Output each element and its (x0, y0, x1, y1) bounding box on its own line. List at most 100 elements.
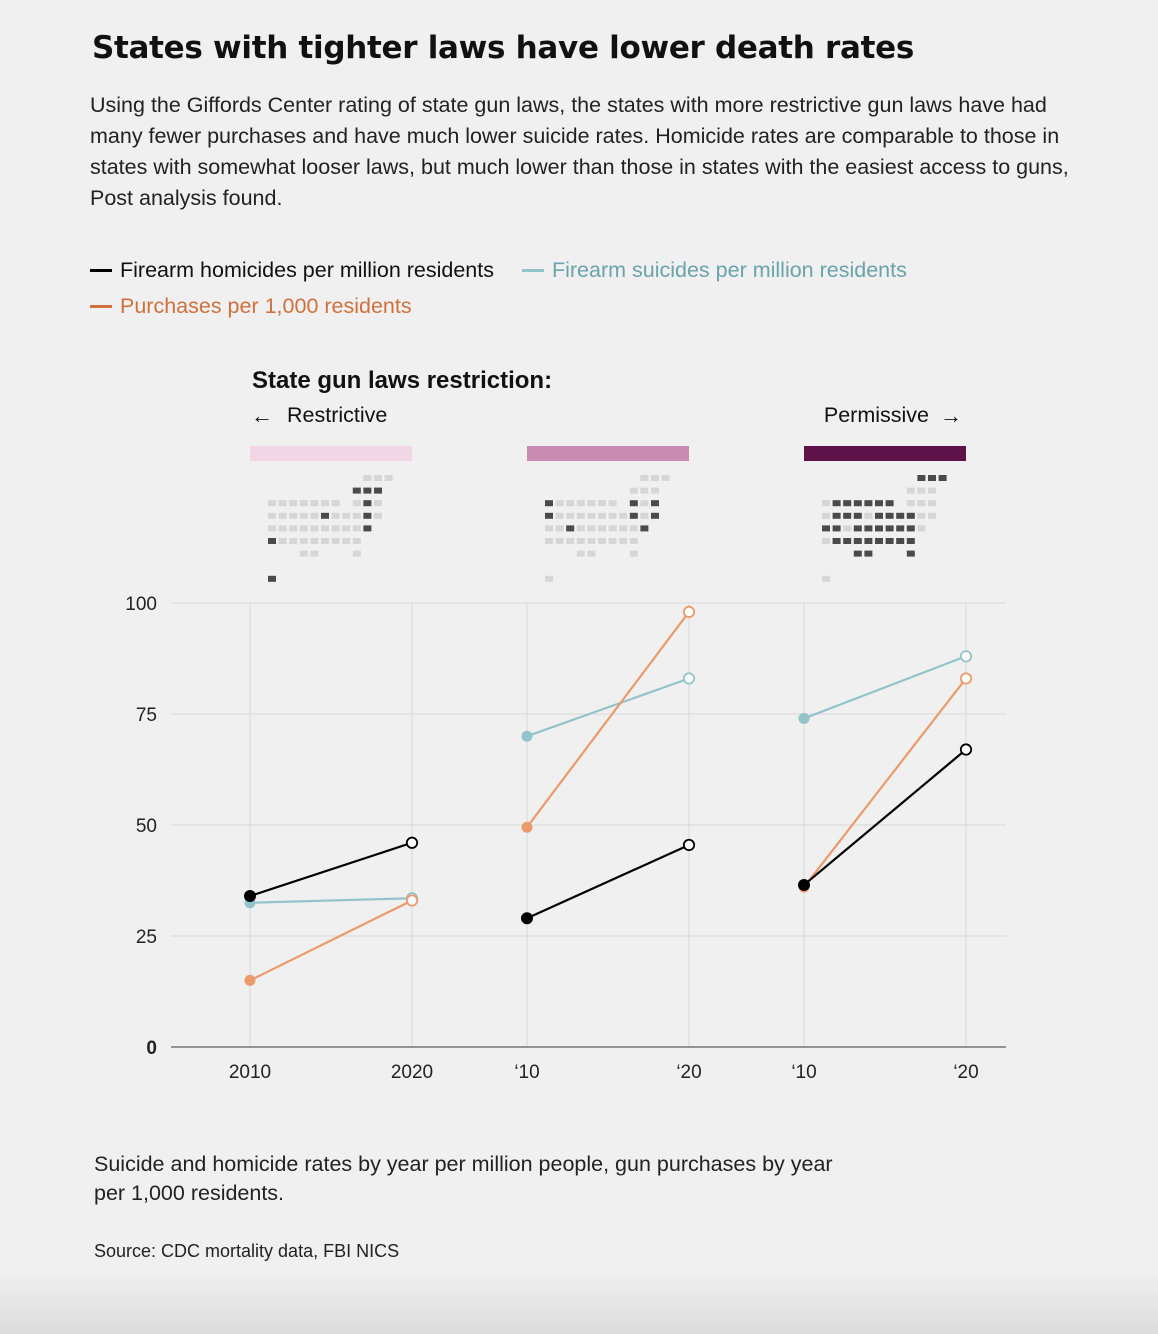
homicides-line-group-2 (526, 843, 690, 920)
state-tile (352, 512, 361, 519)
state-tile (906, 550, 915, 557)
homicides-point-2020 (959, 743, 973, 756)
state-tile (875, 538, 883, 544)
state-tile (545, 500, 553, 507)
state-tile (928, 512, 936, 519)
state-tile (310, 538, 319, 544)
state-tile (906, 538, 915, 544)
legend-label-purchases: Purchases per 1,000 residents (120, 294, 412, 318)
state-tile (885, 500, 894, 507)
state-tile (906, 525, 915, 532)
state-maps (268, 475, 947, 582)
source: Source: CDC mortality data, FBI NICS (94, 1241, 400, 1261)
state-tile (331, 500, 340, 507)
legend: Firearm homicides per million residents … (90, 252, 1090, 324)
state-tile (832, 512, 841, 519)
y-tick-label-25: 25 (136, 927, 157, 948)
suicides-point-2010 (521, 730, 533, 742)
state-tile (853, 512, 862, 519)
state-tile (822, 575, 830, 582)
state-tile (598, 538, 606, 544)
state-tile (885, 525, 894, 532)
state-tile (268, 538, 276, 544)
state-tile (331, 525, 340, 532)
restrictive-arrow: ← (251, 403, 273, 428)
state-tile (608, 538, 617, 544)
state-tile (342, 525, 351, 532)
state-tile (832, 525, 841, 532)
homicides-point-2010 (244, 890, 256, 903)
state-tile (896, 512, 905, 519)
state-tile (566, 512, 575, 519)
state-tile (545, 538, 553, 544)
state-tile (885, 538, 894, 544)
homicides-point-2020 (682, 838, 696, 852)
state-tile (629, 500, 638, 507)
state-tile (843, 500, 852, 507)
state-tile (917, 487, 926, 494)
y-tick-label-50: 50 (136, 816, 157, 837)
state-tile (608, 525, 617, 532)
state-tile (278, 525, 287, 532)
state-tile (299, 500, 308, 507)
x-tick-label: ‘20 (953, 1062, 978, 1083)
state-tile (917, 512, 926, 519)
state-tile (587, 550, 596, 557)
state-tile (545, 525, 553, 532)
state-map-3 (822, 475, 947, 582)
state-tile (363, 512, 372, 519)
state-tile (268, 512, 276, 519)
x-tick-label: 2010 (229, 1062, 271, 1083)
restriction-heading: State gun laws restriction: (252, 367, 552, 394)
state-tile (598, 525, 606, 532)
x-tick-label: 2020 (391, 1062, 433, 1083)
state-tile (321, 538, 329, 544)
footnote: Suicide and homicide rates by year per m… (94, 1152, 833, 1205)
state-tile (555, 538, 564, 544)
state-tile (587, 525, 596, 532)
purchases-point-2020 (405, 894, 419, 907)
legend-item-purchases: Purchases per 1,000 residents (90, 288, 412, 324)
state-tile (875, 525, 883, 532)
restriction-bar-1 (250, 446, 412, 461)
state-tile (629, 525, 638, 532)
y-tick-label-100: 100 (125, 594, 157, 615)
state-tile (651, 487, 659, 494)
purchases-line-group-1 (249, 899, 413, 982)
state-tile (310, 500, 319, 507)
state-tile (278, 500, 287, 507)
legend-swatch-suicides (521, 268, 544, 272)
state-tile (917, 475, 926, 481)
state-tile (598, 500, 606, 507)
chart-description: Using the Giffords Center rating of stat… (90, 93, 1069, 210)
purchases-point-2020 (959, 672, 973, 685)
state-tile (576, 550, 585, 557)
restriction-header: State gun laws restriction: ← Restrictiv… (250, 367, 966, 461)
state-tile (299, 550, 308, 557)
state-tile (374, 500, 382, 507)
state-tile (843, 512, 852, 519)
state-tile (853, 550, 862, 557)
state-tile (896, 538, 905, 544)
state-tile (352, 525, 361, 532)
state-tile (566, 525, 575, 532)
restriction-bar-2 (527, 446, 689, 461)
state-tile (363, 500, 372, 507)
state-tile (289, 512, 298, 519)
state-tile (651, 500, 659, 507)
state-tile (374, 487, 382, 494)
purchases-line-group-3 (803, 677, 967, 888)
suicides-line-group-2 (526, 677, 690, 738)
state-map-2 (545, 475, 670, 582)
state-tile (629, 512, 638, 519)
axes: 0 25 50 75 100 2010 2020 ‘10 ‘20 ‘10 ‘20 (125, 594, 1006, 1083)
state-tile (885, 512, 894, 519)
state-tile (566, 500, 575, 507)
state-tile (917, 525, 926, 532)
state-tile (545, 512, 553, 519)
state-tile (619, 512, 628, 519)
purchases-point-2010 (244, 974, 256, 986)
state-tile (822, 512, 830, 519)
state-tile (864, 550, 873, 557)
state-tile (363, 475, 372, 481)
